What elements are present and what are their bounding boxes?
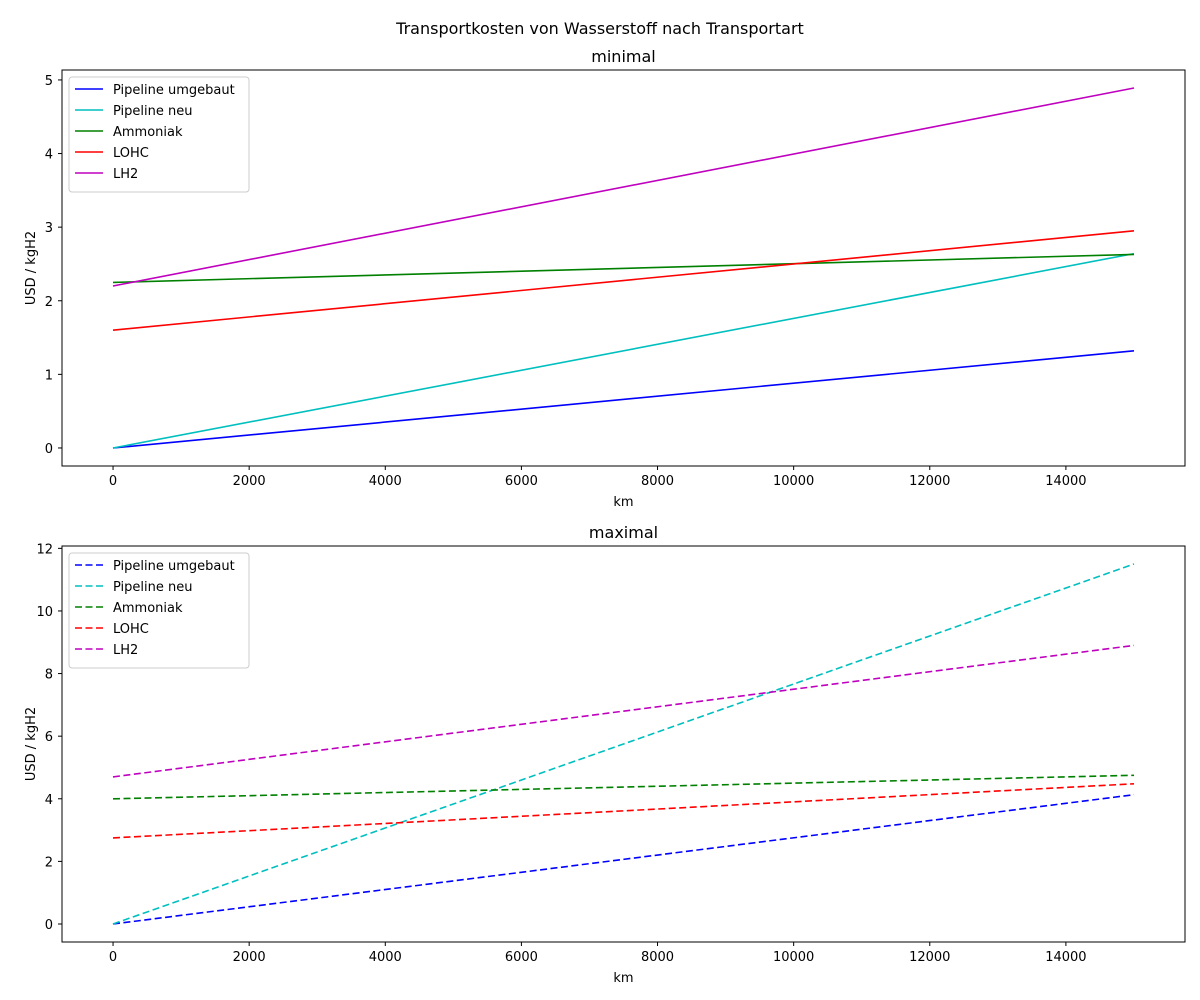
legend-label-pipeline-neu: Pipeline neu (113, 580, 193, 595)
legend-box (68, 552, 250, 669)
y-tick-label: 10 (36, 605, 53, 620)
chart-title: maximal (589, 523, 658, 542)
chart-panel-maximal: maximal 0 2000 4000 6000 8000 10000 12000 14000 0… (24, 523, 1186, 986)
legend-label-pipeline-umgebaut: Pipeline umgebaut (113, 83, 235, 98)
series-line-lohc (112, 230, 1135, 331)
series-line-lh2 (112, 644, 1135, 778)
legend-label-lohc: LOHC (113, 622, 149, 637)
y-tick-label: 2 (45, 855, 53, 870)
y-tick-label: 2 (45, 295, 53, 310)
chart-title: minimal (591, 47, 655, 66)
legend-label-lh2: LH2 (113, 167, 138, 182)
series-line-pipeline-neu (112, 563, 1135, 925)
y-tick-label: 0 (45, 442, 53, 457)
series-line-ammoniak (112, 774, 1135, 800)
series-line-lohc (112, 783, 1135, 839)
axes-frame (61, 545, 1186, 943)
x-tick-label: 8000 (641, 474, 674, 489)
x-tick-label: 10000 (773, 474, 814, 489)
y-tick-label: 4 (45, 793, 53, 808)
x-tick-label: 14000 (1045, 950, 1086, 965)
y-tick-label: 4 (45, 148, 53, 163)
y-tick-label: 1 (45, 368, 53, 383)
series-line-lh2 (112, 87, 1135, 287)
y-tick-label: 5 (45, 74, 53, 89)
x-tick-label: 0 (109, 474, 117, 489)
figure-title: Transportkosten von Wasserstoff nach Tra… (395, 19, 804, 38)
x-tick-label: 2000 (233, 474, 266, 489)
y-axis-label: USD / kgH2 (24, 707, 39, 781)
x-tick-label: 4000 (369, 474, 402, 489)
legend-label-pipeline-neu: Pipeline neu (113, 104, 193, 119)
x-tick-label: 10000 (773, 950, 814, 965)
legend-label-pipeline-umgebaut: Pipeline umgebaut (113, 559, 235, 574)
y-tick-label: 12 (36, 542, 53, 557)
y-tick-label: 8 (45, 668, 53, 683)
axes-frame (61, 69, 1186, 467)
legend-label-lohc: LOHC (113, 146, 149, 161)
x-tick-label: 8000 (641, 950, 674, 965)
x-tick-label: 6000 (505, 474, 538, 489)
y-tick-label: 6 (45, 730, 53, 745)
legend-label-ammoniak: Ammoniak (113, 125, 183, 140)
legend-label-ammoniak: Ammoniak (113, 601, 183, 616)
x-tick-label: 12000 (909, 474, 950, 489)
x-tick-label: 14000 (1045, 474, 1086, 489)
legend-label-lh2: LH2 (113, 643, 138, 658)
x-tick-label: 6000 (505, 950, 538, 965)
x-tick-label: 4000 (369, 950, 402, 965)
x-tick-label: 2000 (233, 950, 266, 965)
series-line-pipeline-umgebaut (112, 793, 1135, 925)
legend-box (68, 76, 250, 193)
x-axis-label: km (613, 971, 633, 986)
x-tick-label: 0 (109, 950, 117, 965)
series-line-pipeline-neu (112, 252, 1135, 449)
x-tick-label: 12000 (909, 950, 950, 965)
y-tick-label: 3 (45, 221, 53, 236)
y-axis-label: USD / kgH2 (24, 231, 39, 305)
series-line-ammoniak (112, 253, 1135, 284)
chart-panel-minimal: minimal 0 2000 4000 6000 8000 10000 12000 14000 0… (24, 47, 1186, 510)
series-line-pipeline-umgebaut (112, 350, 1135, 449)
x-axis-label: km (613, 495, 633, 510)
y-tick-label: 0 (45, 918, 53, 933)
